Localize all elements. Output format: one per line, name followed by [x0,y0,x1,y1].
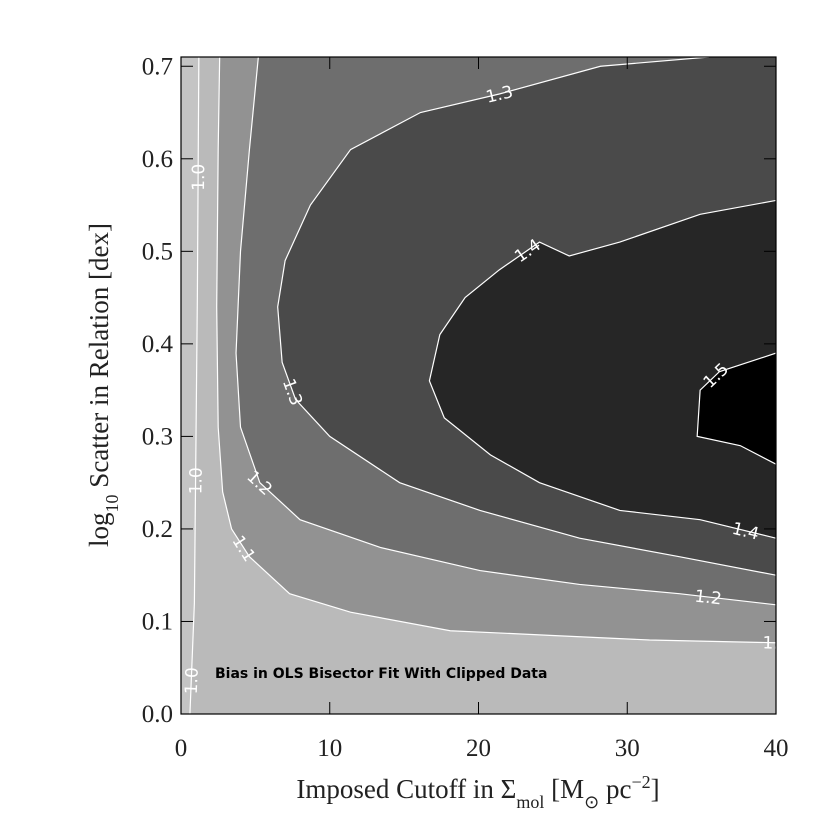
x-tick-label: 10 [317,735,342,762]
y-axis-label: log10 Scatter in Relation [dex] [84,223,122,547]
label-part: Imposed Cutoff in Σ [296,774,516,804]
x-tick-label: 20 [466,735,491,762]
contour-line [696,352,776,465]
x-tick-label: 30 [615,735,640,762]
contour-line [277,57,776,576]
label-part: pc [599,774,631,804]
contour-line [189,57,200,714]
y-tick-label: 0.2 [142,516,173,543]
plot-area [181,57,776,714]
label-part: mol [516,792,544,812]
label-part: 10 [102,494,122,512]
x-tick-label: 0 [175,735,188,762]
y-tick-label: 0.0 [142,701,173,728]
contour-line [428,199,776,539]
label-part: ⊙ [584,792,599,812]
contour-label: 1.2 [694,587,723,610]
y-tick-label: 0.3 [142,423,173,450]
contour-region [697,353,776,465]
contour-label: 1.0 [189,164,209,191]
contour-line [216,57,776,644]
label-part: ] [651,774,660,804]
y-tick-label: 0.7 [142,53,173,80]
contour-label: 1.0 [182,667,203,695]
label-part: Scatter in Relation [dex] [84,223,114,494]
annotation: Bias in OLS Bisector Fit With Clipped Da… [215,666,547,682]
label-part: [M [544,774,584,804]
label-part: log [84,512,114,547]
y-tick-label: 0.5 [142,238,173,265]
y-tick-label: 0.4 [142,331,174,358]
contour-line [235,57,776,606]
y-tick-label: 0.6 [142,146,173,173]
contour-region [429,200,776,539]
x-tick-label: 40 [764,735,789,762]
contour-label: 1.0 [186,467,206,494]
x-axis-label: Imposed Cutoff in Σmol [M⊙ pc−2] [296,772,659,812]
y-tick-label: 0.1 [142,608,173,635]
contour-label: 1.3 [790,569,820,594]
label-part: −2 [631,772,650,792]
